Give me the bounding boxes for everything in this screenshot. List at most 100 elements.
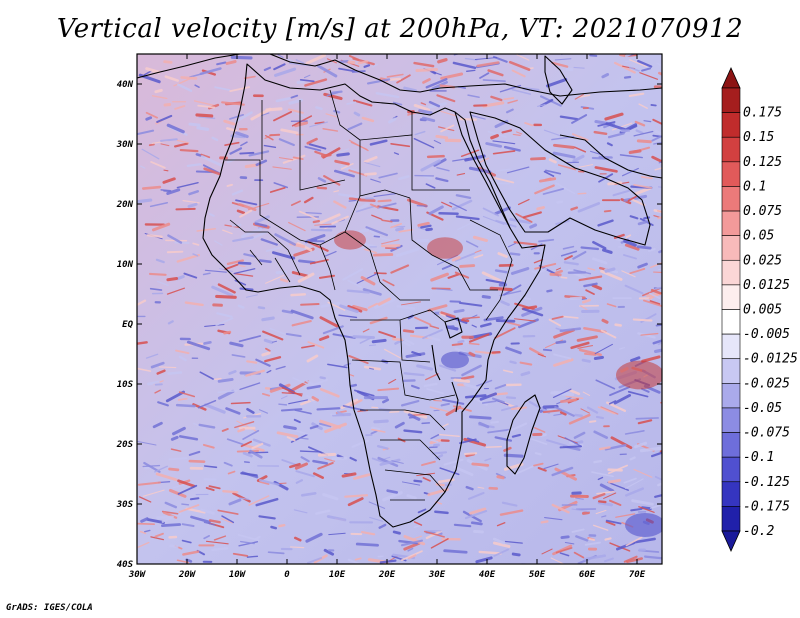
field-streak [305,54,326,65]
field-streak [359,337,372,344]
field-streak [166,250,184,254]
colorbar-label: -0.125 [743,475,790,490]
field-streak [529,347,544,357]
field-streak [568,389,581,396]
field-streak [601,318,609,324]
field-streak [637,332,656,339]
field-streak [415,67,438,72]
field-streak [194,84,200,89]
field-streak [308,143,327,150]
field-streak [593,459,603,464]
field-streak [403,534,426,546]
field-streak [304,78,328,87]
colorbar-swatch [721,284,741,310]
field-streak [612,189,630,197]
field-streak [636,139,652,144]
field-streak [190,515,211,524]
field-streak [560,250,578,257]
field-streak [480,322,492,328]
field-streak [649,292,661,299]
field-streak [438,211,459,216]
field-streak [185,507,206,514]
field-streak [609,386,631,397]
field-streak [243,75,256,80]
field-streak [322,493,339,501]
field-streak [239,209,253,218]
field-streak [271,251,296,260]
colorbar-label: -0.005 [743,327,790,342]
field-streak [297,272,315,283]
field-streak [604,267,616,273]
field-streak [178,504,200,513]
field-streak [381,219,393,223]
field-streak [597,406,616,415]
field-streak [643,120,652,123]
lon-tick-label-30w: 30W [128,570,147,580]
field-streak [181,539,192,544]
field-streak [175,403,196,408]
field-streak [574,93,584,100]
field-streak [511,88,532,95]
field-streak [320,301,341,308]
field-streak [239,151,255,155]
field-streak [560,276,568,279]
field-streak [637,262,648,269]
field-streak [278,157,294,161]
field-streak [306,384,321,390]
field-streak [553,143,575,149]
field-streak [200,153,211,159]
field-streak [138,496,152,503]
field-streak [159,366,177,369]
field-streak [306,137,318,145]
field-streak [262,330,284,341]
colorbar-label: -0.1 [743,450,774,465]
field-streak [453,523,472,528]
field-streak [254,535,261,541]
field-streak [552,388,572,399]
field-streak [186,163,202,168]
field-streak [451,342,464,347]
field-streak [559,445,582,449]
field-streak [208,485,221,490]
field-streak [324,457,336,462]
field-streak [653,141,662,145]
field-streak [162,511,178,519]
field-streak [482,207,500,217]
field-streak [183,272,198,279]
field-streak [536,206,545,211]
field-streak [230,401,251,405]
colorbar-swatch [721,136,741,163]
field-streak [369,230,379,237]
field-streak [597,476,604,481]
field-streak [347,497,364,507]
field-streak [299,78,315,83]
field-streak [492,140,516,145]
field-streak [314,223,332,226]
field-streak [255,358,271,367]
field-streak [631,499,654,506]
field-streak [544,169,562,175]
field-streak [211,136,219,142]
field-streak [571,133,589,141]
field-streak [658,268,662,271]
field-streak [382,279,395,287]
field-streak [278,138,295,147]
field-streak [618,347,625,350]
field-streak [494,327,516,339]
field-streak [240,141,248,147]
colorbar-swatch [721,432,741,458]
field-streak [516,54,530,61]
field-streak [510,406,527,411]
lake-malawi [451,381,459,413]
field-streak [501,405,518,412]
colorbar-swatch [721,333,741,360]
field-streak [413,103,431,112]
field-streak [468,351,476,357]
field-streak [641,355,661,363]
lat-tick-label-20s: 20S [116,440,134,450]
plot-frame [136,53,663,565]
field-streak [261,351,271,357]
field-streak [501,129,513,134]
field-streak [582,298,592,304]
field-streak [370,203,379,209]
